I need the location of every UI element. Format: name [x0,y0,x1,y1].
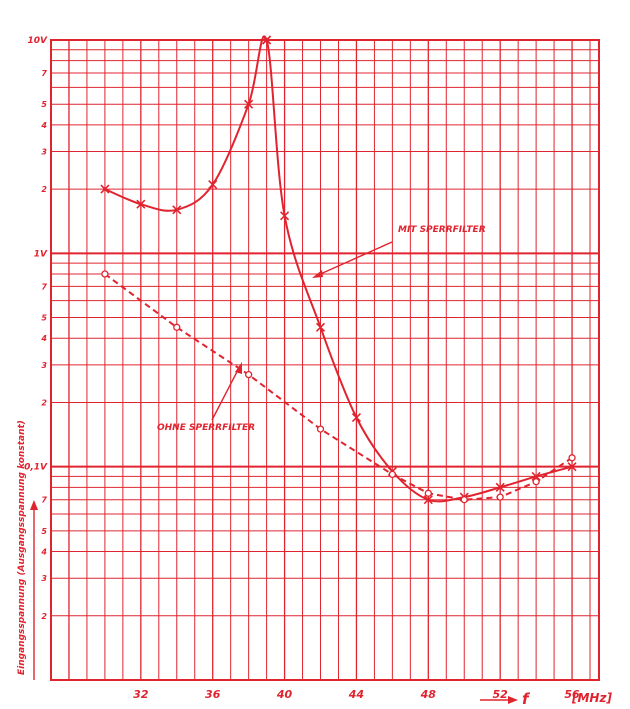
arrowhead-ohne-sperrfilter [235,362,242,374]
y-axis-arrowhead [30,500,38,510]
x-tick-label: 44 [348,688,364,701]
data-point [262,35,272,45]
data-point [423,495,433,505]
x-tick-label: 36 [205,688,221,701]
data-point [388,470,397,479]
data-point [568,454,576,462]
x-tick-label: 40 [276,688,293,701]
data-point [172,205,182,215]
data-point [460,496,468,504]
data-point [101,270,109,278]
data-point [100,184,110,194]
y-tick-label: 3 [41,574,47,583]
x-tick-label: 32 [133,688,149,701]
x-tick-label: 56 [564,688,580,701]
y-tick-label: 5 [41,100,47,109]
grid [51,40,599,680]
y-tick-label: 3 [41,361,47,370]
y-tick-label: 4 [40,548,47,557]
data-point [567,462,577,472]
data-point [424,489,432,497]
data-point [136,199,146,209]
series-line [104,35,573,503]
plot-border [50,39,600,681]
data-point [173,323,181,331]
y-tick-label: 5 [41,314,47,323]
x-axis-arrowhead [508,696,518,704]
arrowhead-mit-sperrfilter [312,270,323,278]
y-tick-label: 4 [40,334,47,343]
y-tick-label: 2 [41,398,47,407]
y-tick-label: 1V [34,249,48,259]
y-tick-label: 3 [41,148,47,157]
data-point [351,412,362,423]
series-layer [100,35,577,505]
y-tick-label: 0,1V [24,463,48,473]
data-point [280,211,290,221]
y-axis-label: Eingangsspannung (Ausgangsspannung konst… [17,420,27,675]
arrow-mit-sperrfilter [315,241,393,277]
data-point [532,478,540,486]
series-line [104,273,573,501]
series-ohne-sperrfilter [101,270,576,504]
arrow-ohne-sperrfilter [211,365,241,421]
y-tick-label: 7 [41,69,47,78]
data-point [315,322,326,332]
y-tick-label: 2 [41,612,47,621]
y-tick-label: 2 [41,185,47,194]
data-point [496,493,504,501]
y-tick-label: 7 [41,496,47,505]
x-tick-label: 52 [493,688,509,701]
series-label-mit-sperrfilter: MIT SPERRFILTER [398,225,486,235]
x-tick-label: 48 [420,688,437,701]
x-axis-unit: [MHz] [571,691,612,705]
data-point [531,471,541,481]
data-point [316,425,325,433]
data-point [208,180,218,190]
y-tick-label: 10V [28,36,49,46]
data-point [495,482,505,492]
annotations: MIT SPERRFILTER OHNE SPERRFILTER Eingang… [17,225,612,708]
plot-frame [50,39,600,681]
series-label-ohne-sperrfilter: OHNE SPERRFILTER [157,423,255,433]
data-point [244,370,253,379]
tick-labels: 32 36 40 44 48 52 56 2 3 4 5 7 0,1V 2 3 4 5 7 1V 2 3 4 5 7 10V [24,36,580,701]
y-tick-label: 7 [41,282,47,291]
y-tick-label: 5 [41,527,47,536]
y-tick-label: 4 [40,121,47,130]
x-axis-label: f [522,690,531,708]
data-point [244,99,254,109]
